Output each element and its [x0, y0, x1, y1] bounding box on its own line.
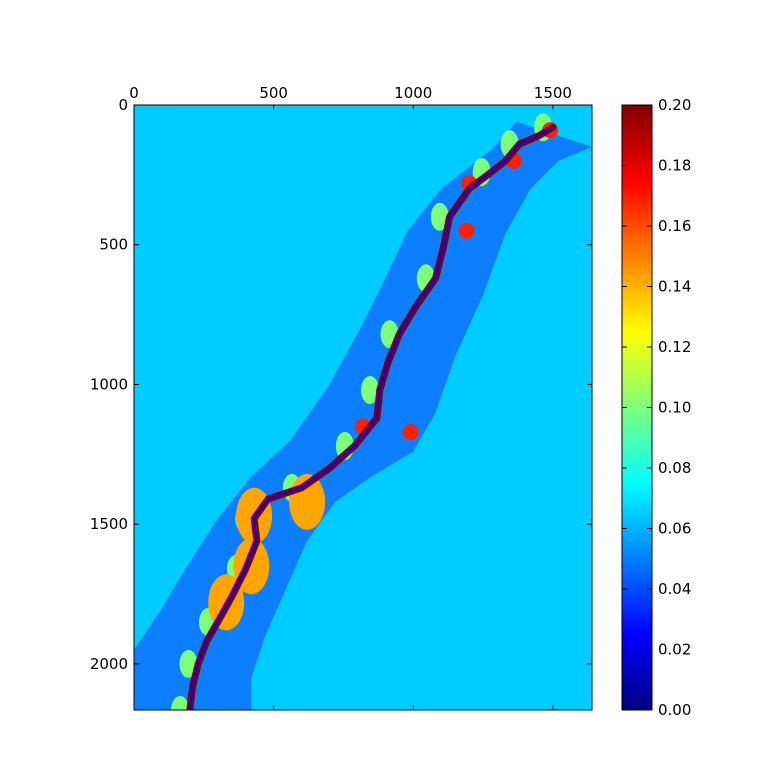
colorbar-tick-label: 0.20	[658, 96, 691, 114]
bank-patch	[171, 696, 190, 710]
bank-patch	[360, 376, 379, 405]
red-patch	[402, 423, 419, 440]
red-patch	[458, 222, 475, 239]
x-tick-label: 0	[129, 84, 139, 102]
x-tick-label: 1500	[534, 84, 572, 102]
colorbar-tick-label: 0.04	[658, 580, 691, 598]
colorbar-ticks: 0.00 0.02 0.04 0.06 0.08 0.10 0.12 0.14 0.16 0.18…	[622, 96, 691, 719]
colorbar-tick-label: 0.12	[658, 338, 691, 356]
x-tick-label: 500	[259, 84, 288, 102]
river-channel-interior	[188, 126, 554, 710]
y-tick-label: 1000	[90, 375, 128, 393]
colorbar-tick-label: 0.00	[658, 701, 691, 719]
x-tick-label: 1000	[394, 84, 432, 102]
y-tick-label: 500	[99, 236, 128, 254]
colorbar-tick-label: 0.14	[658, 278, 691, 296]
heatmap-plot-area	[134, 105, 592, 710]
colorbar-tick-label: 0.02	[658, 641, 691, 659]
colorbar-tick-label: 0.06	[658, 520, 691, 538]
colorbar: 0.00 0.02 0.04 0.06 0.08 0.10 0.12 0.14 0.16 0.18…	[621, 96, 691, 719]
colorbar-tick-label: 0.16	[658, 217, 691, 235]
colorbar-tick-label: 0.10	[658, 399, 691, 417]
y-tick-label: 1500	[90, 515, 128, 533]
bank-patch	[430, 202, 449, 231]
y-axis: 0 500 1000 1500 2000	[90, 96, 592, 673]
colorbar-tick-label: 0.08	[658, 459, 691, 477]
y-tick-label: 0	[118, 96, 128, 114]
y-tick-label: 2000	[90, 655, 128, 673]
colorbar-tick-label: 0.18	[658, 157, 691, 175]
plot-frame	[133, 104, 593, 711]
x-axis: 0 500 1000 1500	[129, 84, 572, 710]
